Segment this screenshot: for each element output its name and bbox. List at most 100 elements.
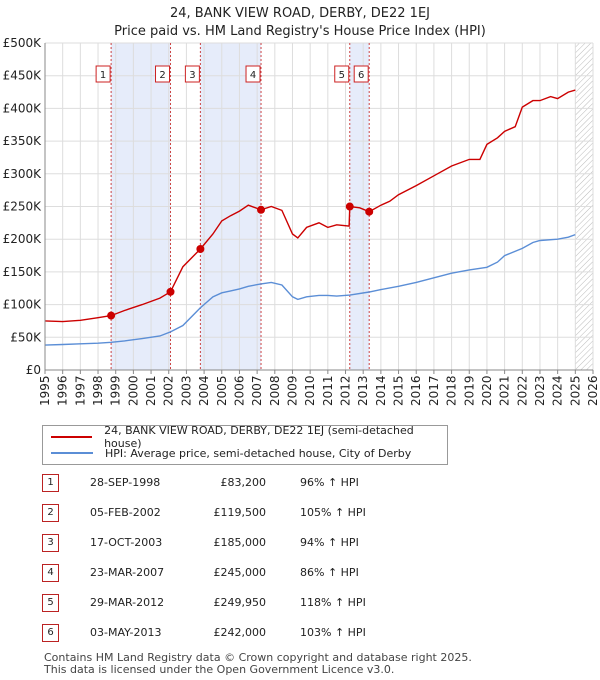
y-tick-label: £450K xyxy=(3,69,43,83)
legend-swatch-property xyxy=(51,436,93,438)
sale-date: 05-FEB-2002 xyxy=(90,506,161,519)
sale-badge-label: 2 xyxy=(159,70,165,81)
sale-point xyxy=(365,207,374,216)
sale-badge-label: 4 xyxy=(250,70,256,81)
sale-badge-box xyxy=(95,65,111,83)
sale-number-badge: 2 xyxy=(42,504,59,522)
sale-badge-box xyxy=(245,65,261,83)
series-line-hpi xyxy=(44,233,576,346)
table-row: 2 05-FEB-2002 £119,500 105% ↑ HPI xyxy=(42,504,442,522)
x-tick-label: 2008 xyxy=(268,375,282,406)
sale-badge-label: 5 xyxy=(339,70,345,81)
sale-date: 03-MAY-2013 xyxy=(90,626,162,639)
sale-badge-box xyxy=(155,65,171,83)
sale-number-badge: 3 xyxy=(42,534,59,552)
x-tick-label: 2001 xyxy=(144,375,158,406)
sale-price: £249,950 xyxy=(213,596,267,609)
sale-number-badge: 1 xyxy=(42,474,59,492)
sale-number-badge: 6 xyxy=(42,624,59,642)
x-tick-label: 2006 xyxy=(232,375,246,406)
sale-price: £119,500 xyxy=(213,506,267,519)
x-tick-label: 1997 xyxy=(73,375,87,406)
sale-point xyxy=(166,287,175,296)
legend-item-hpi: HPI: Average price, semi-detached house,… xyxy=(51,445,411,461)
sale-badge-label: 3 xyxy=(189,70,195,81)
sale-badge-box xyxy=(334,65,350,83)
sale-hpi-change: 86% ↑ HPI xyxy=(300,566,359,579)
y-tick-label: £100K xyxy=(3,298,43,312)
sale-date: 23-MAR-2007 xyxy=(90,566,165,579)
sale-point xyxy=(196,245,205,254)
sale-badge-box xyxy=(353,65,369,83)
x-tick-label: 2018 xyxy=(445,375,459,406)
x-tick-label: 1995 xyxy=(38,375,52,406)
x-tick-label: 2010 xyxy=(303,375,317,406)
sale-number-badge: 4 xyxy=(42,564,59,582)
sale-hpi-change: 103% ↑ HPI xyxy=(300,626,366,639)
x-tick-label: 2025 xyxy=(568,375,582,406)
x-tick-label: 2011 xyxy=(321,375,335,406)
footer-line-1: Contains HM Land Registry data © Crown c… xyxy=(44,651,472,664)
legend: 24, BANK VIEW ROAD, DERBY, DE22 1EJ (sem… xyxy=(42,424,448,465)
footer-attribution: Contains HM Land Registry data © Crown c… xyxy=(44,652,472,676)
y-tick-label: £500K xyxy=(3,36,43,50)
x-tick-label: 2020 xyxy=(480,375,494,406)
sale-price: £185,000 xyxy=(213,536,267,549)
sale-badge-label: 6 xyxy=(358,70,364,81)
x-tick-label: 1999 xyxy=(109,375,123,406)
table-row: 4 23-MAR-2007 £245,000 86% ↑ HPI xyxy=(42,564,442,582)
x-tick-label: 2012 xyxy=(339,375,353,406)
sale-hpi-change: 105% ↑ HPI xyxy=(300,506,366,519)
price-chart: 1 2 3 4 5 6 £0 £50K £100K £150K £200K £250K £300K £35… xyxy=(3,36,600,406)
legend-item-property: 24, BANK VIEW ROAD, DERBY, DE22 1EJ (sem… xyxy=(51,424,447,450)
x-tick-label: 2003 xyxy=(179,375,193,406)
x-tick-label: 2007 xyxy=(250,375,264,406)
y-tick-label: £150K xyxy=(3,265,43,279)
x-tick-label: 2024 xyxy=(551,375,565,406)
chart-subtitle: Price paid vs. HM Land Registry's House … xyxy=(114,24,486,39)
table-row: 3 17-OCT-2003 £185,000 94% ↑ HPI xyxy=(42,534,442,552)
sale-point xyxy=(345,202,354,211)
sale-point xyxy=(257,205,266,214)
y-tick-label: £300K xyxy=(3,167,43,181)
sale-point xyxy=(107,311,116,320)
y-tick-label: £350K xyxy=(3,134,43,148)
x-tick-label: 2005 xyxy=(215,375,229,406)
x-tick-label: 2021 xyxy=(498,375,512,406)
x-tick-label: 2017 xyxy=(427,375,441,406)
sale-price: £83,200 xyxy=(220,476,267,489)
table-row: 1 28-SEP-1998 £83,200 96% ↑ HPI xyxy=(42,474,442,492)
sale-date: 29-MAR-2012 xyxy=(90,596,165,609)
x-tick-label: 2013 xyxy=(356,375,370,406)
footer-line-2: This data is licensed under the Open Gov… xyxy=(44,663,395,676)
table-row: 5 29-MAR-2012 £249,950 118% ↑ HPI xyxy=(42,594,442,612)
x-tick-label: 2000 xyxy=(126,375,140,406)
sale-badge-box xyxy=(184,65,200,83)
x-tick-label: 2002 xyxy=(162,375,176,406)
x-tick-label: 2009 xyxy=(285,375,299,406)
chart-title: 24, BANK VIEW ROAD, DERBY, DE22 1EJ xyxy=(169,6,431,21)
x-tick-label: 2026 xyxy=(586,375,600,406)
x-tick-label: 2015 xyxy=(392,375,406,406)
x-tick-label: 1996 xyxy=(56,375,70,406)
x-tick-label: 2016 xyxy=(409,375,423,406)
x-tick-label: 2014 xyxy=(374,375,388,406)
x-tick-label: 1998 xyxy=(91,375,105,406)
y-tick-label: £400K xyxy=(3,101,43,115)
legend-label-hpi: HPI: Average price, semi-detached house,… xyxy=(105,446,412,460)
legend-swatch-hpi xyxy=(51,452,93,454)
sale-date: 17-OCT-2003 xyxy=(90,536,163,549)
y-tick-label: £50K xyxy=(10,330,42,344)
sale-date: 28-SEP-1998 xyxy=(90,476,161,489)
sale-hpi-change: 94% ↑ HPI xyxy=(300,536,359,549)
x-tick-label: 2004 xyxy=(197,375,211,406)
table-row: 6 03-MAY-2013 £242,000 103% ↑ HPI xyxy=(42,624,442,642)
sale-price: £242,000 xyxy=(213,626,267,639)
x-tick-label: 2019 xyxy=(462,375,476,406)
sale-price: £245,000 xyxy=(213,566,267,579)
x-tick-label: 2023 xyxy=(533,375,547,406)
sale-hpi-change: 118% ↑ HPI xyxy=(300,596,366,609)
legend-label-property: 24, BANK VIEW ROAD, DERBY, DE22 1EJ (sem… xyxy=(104,424,414,450)
sale-number-badge: 5 xyxy=(42,594,59,612)
y-tick-label: £0 xyxy=(26,363,41,377)
